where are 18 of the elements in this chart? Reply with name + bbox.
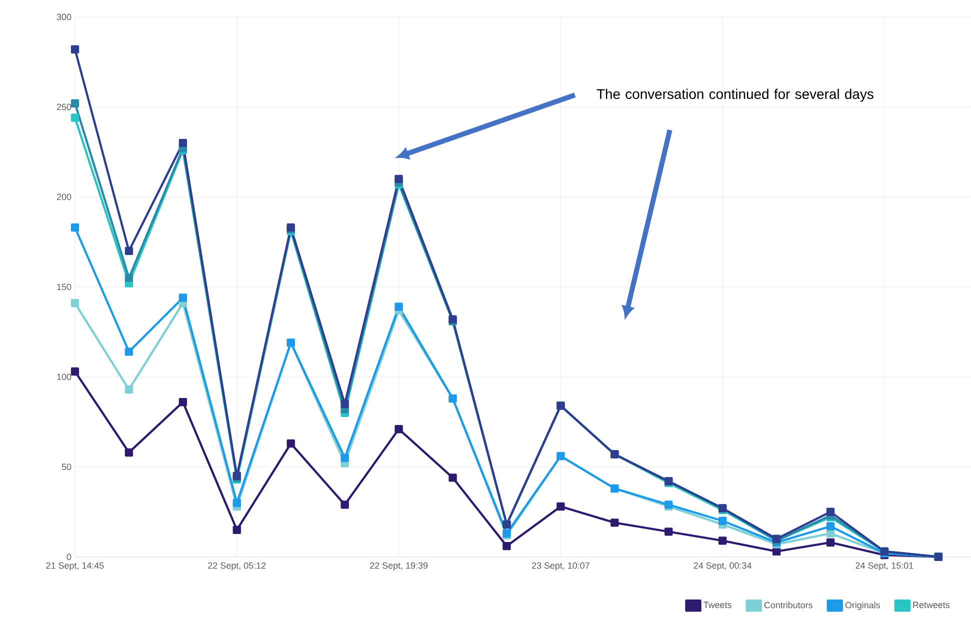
y-tick-label: 50: [62, 464, 72, 470]
y-tick-label: 0: [66, 554, 72, 560]
y-tick-label: 200: [56, 194, 72, 200]
annotation: The conversation continued for several days: [596, 88, 874, 102]
x-tick-label: 24 Sept, 00:34: [694, 562, 752, 571]
x-tick-label: 23 Sept, 10:07: [532, 562, 590, 571]
y-tick-label: 100: [57, 374, 72, 380]
x-tick-label: 21 Sept, 14:45: [46, 562, 104, 571]
legend-label: Originals: [845, 602, 880, 610]
legend-label: Tweets: [704, 602, 732, 608]
x-tick-label: 22 Sept, 19:39: [370, 562, 428, 571]
y-tick-label: 250: [56, 104, 72, 110]
x-tick-label: 22 Sept, 05:12: [208, 562, 266, 571]
legend-label: Contributors: [764, 602, 812, 608]
x-tick-label: 24 Sept, 15:01: [856, 562, 914, 571]
y-tick-label: 150: [57, 284, 72, 290]
y-tick-label: 300: [56, 14, 72, 20]
legend-label: Retweets: [913, 602, 950, 608]
